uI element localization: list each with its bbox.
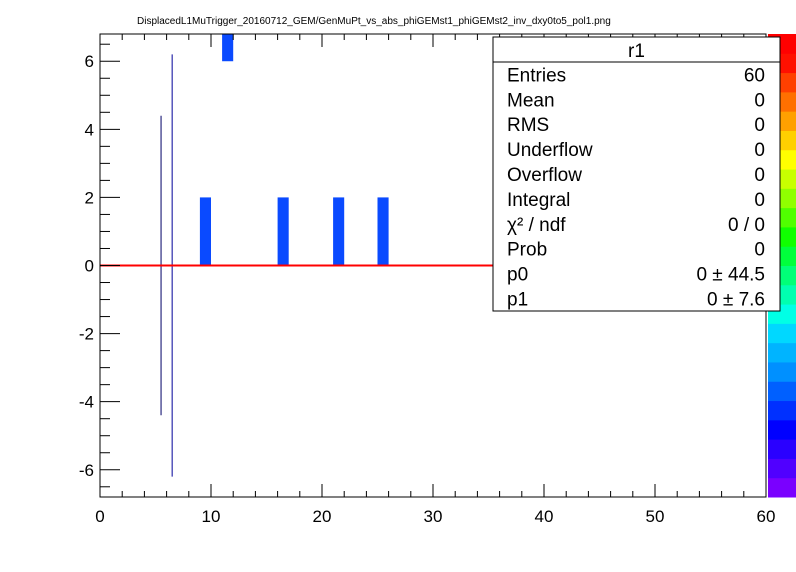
y-tick-label: -6 bbox=[79, 461, 94, 480]
stats-row-label: Overflow bbox=[507, 165, 582, 186]
x-tick-label: 50 bbox=[646, 507, 665, 526]
stats-box-frame bbox=[492, 36, 781, 312]
heatmap-bin bbox=[377, 197, 389, 266]
heatmap-bin bbox=[333, 197, 345, 266]
x-tick-label: 30 bbox=[424, 507, 443, 526]
palette-swatch bbox=[768, 400, 796, 421]
stats-box: r1 Entries 60 Mean 0 RMS 0 Underflow 0 Overflow 0 I… bbox=[492, 36, 781, 312]
stats-row-value: 0 bbox=[754, 90, 765, 111]
stats-row-value: 60 bbox=[744, 65, 765, 86]
stats-row-value: 0 bbox=[754, 165, 765, 186]
y-tick-label: -4 bbox=[79, 393, 94, 412]
heatmap-bin bbox=[199, 197, 211, 266]
y-tick-label: -2 bbox=[79, 325, 94, 344]
palette-swatch bbox=[768, 477, 796, 498]
stats-row-label: Integral bbox=[507, 190, 570, 211]
stats-row-label: p0 bbox=[507, 265, 528, 286]
palette-swatch bbox=[768, 323, 796, 344]
stats-row-value: 0 ± 7.6 bbox=[707, 290, 765, 311]
heatmap-bin bbox=[222, 34, 234, 62]
heatmap-bin bbox=[277, 197, 289, 266]
stats-row-value: 0 bbox=[754, 115, 765, 136]
stats-row-label: χ² / ndf bbox=[507, 215, 566, 236]
y-tick-label: 4 bbox=[85, 120, 94, 139]
palette-swatch bbox=[768, 419, 796, 440]
y-tick-label: 2 bbox=[85, 188, 94, 207]
stats-row-label: p1 bbox=[507, 290, 528, 311]
stats-row-value: 0 bbox=[754, 140, 765, 161]
y-tick-label: 0 bbox=[85, 257, 94, 276]
stats-row-label: Prob bbox=[507, 240, 547, 261]
x-tick-label: 10 bbox=[202, 507, 221, 526]
stats-row-value: 0 bbox=[754, 240, 765, 261]
x-tick-label: 20 bbox=[313, 507, 332, 526]
stats-row-label: Entries bbox=[507, 65, 566, 86]
stats-row-label: Mean bbox=[507, 90, 555, 111]
palette-swatch bbox=[768, 458, 796, 479]
x-tick-label: 0 bbox=[95, 507, 104, 526]
x-tick-label: 40 bbox=[535, 507, 554, 526]
stats-row-label: RMS bbox=[507, 115, 549, 136]
stats-row-value: 0 / 0 bbox=[728, 215, 765, 236]
stats-row-value: 0 ± 44.5 bbox=[696, 265, 765, 286]
palette-swatch bbox=[768, 361, 796, 382]
stats-box-name: r1 bbox=[628, 41, 645, 62]
stats-row-value: 0 bbox=[754, 190, 765, 211]
stats-row-label: Underflow bbox=[507, 140, 593, 161]
y-tick-label: 6 bbox=[85, 52, 94, 71]
palette-swatch bbox=[768, 342, 796, 363]
x-tick-label: 60 bbox=[757, 507, 776, 526]
chart-title: DisplacedL1MuTrigger_20160712_GEM/GenMuP… bbox=[137, 16, 611, 27]
palette-swatch bbox=[768, 381, 796, 402]
palette-swatch bbox=[768, 439, 796, 459]
